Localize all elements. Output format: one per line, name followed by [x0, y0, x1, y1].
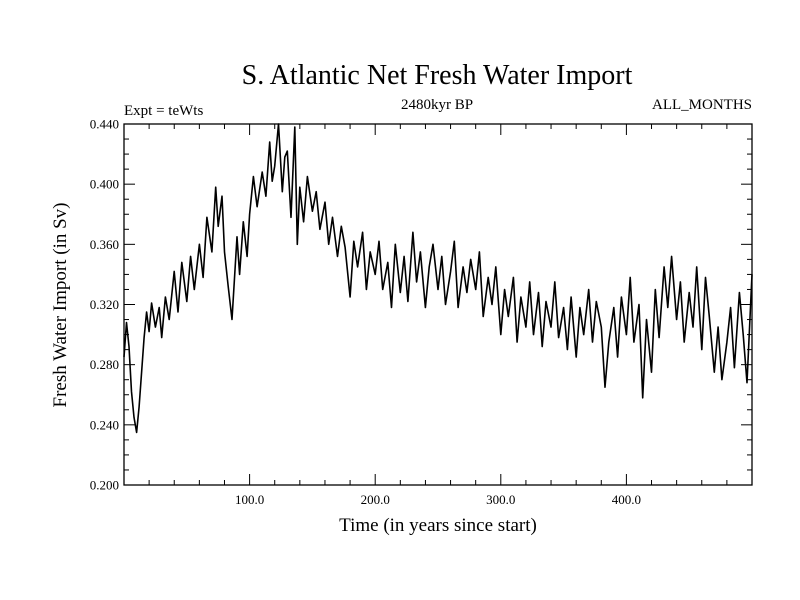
y-tick-label: 0.280 [90, 357, 119, 372]
period-label: 2480kyr BP [401, 97, 473, 113]
x-tick-label: 300.0 [486, 492, 515, 507]
chart-title: S. Atlantic Net Fresh Water Import [242, 60, 633, 91]
y-tick-label: 0.320 [90, 297, 119, 312]
x-axis-label: Time (in years since start) [339, 515, 537, 536]
x-tick-label: 400.0 [612, 492, 641, 507]
y-axis-label: Fresh Water Import (in Sv) [50, 203, 71, 408]
axis-ticks [124, 124, 752, 485]
y-tick-label: 0.360 [90, 237, 119, 252]
series-line [123, 123, 753, 434]
x-tick-label: 200.0 [361, 492, 390, 507]
y-tick-label: 0.200 [90, 478, 119, 493]
y-tick-label: 0.400 [90, 177, 119, 192]
expt-label: Expt = teWts [124, 103, 203, 119]
x-tick-label: 100.0 [235, 492, 264, 507]
plot-frame [123, 123, 753, 486]
months-label: ALL_MONTHS [652, 97, 752, 113]
y-tick-label: 0.440 [90, 117, 119, 132]
y-tick-label: 0.240 [90, 417, 119, 432]
tick-labels: 100.0 200.0 300.0 400.0 0.200 0.240 0.280 0.320… [90, 117, 641, 508]
